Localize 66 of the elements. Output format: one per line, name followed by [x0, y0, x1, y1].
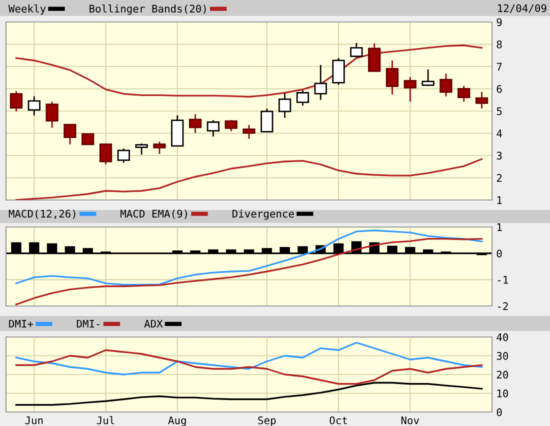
- candlestick: [350, 42, 363, 59]
- y-tick-label: 9: [496, 18, 502, 26]
- y-tick-label: 0: [496, 250, 502, 258]
- candlestick: [242, 124, 256, 140]
- legend-label: Weekly: [8, 4, 46, 15]
- y-tick-label: 30: [496, 352, 508, 360]
- candlestick: [314, 64, 327, 101]
- text: 12/04/09: [498, 4, 546, 13]
- x-tick-label: Oct: [330, 416, 347, 424]
- candlestick: [28, 96, 40, 116]
- legend-label: MACD EMA(9): [120, 210, 187, 219]
- candlestick: [135, 142, 148, 156]
- y-tick-label: 10: [497, 390, 508, 398]
- line-series: [15, 238, 483, 306]
- legend-label: ADX: [144, 320, 163, 328]
- y-tick-label: -1: [498, 276, 508, 284]
- y-tick-label: 5: [496, 107, 502, 116]
- x-tick-label: Jul: [96, 416, 114, 424]
- x-tick-label: Jun: [25, 416, 43, 424]
- y-tick-label: 0: [496, 408, 502, 416]
- candlestick: [278, 92, 292, 119]
- line-series: [15, 158, 483, 200]
- y-tick-label: 4: [496, 130, 502, 138]
- candlestick: [475, 91, 488, 110]
- y-tick-label: 20: [496, 370, 508, 379]
- candlestick: [153, 141, 166, 155]
- line-series: [15, 342, 483, 376]
- candlestick: [440, 72, 452, 98]
- y-tick-label: 6: [496, 85, 502, 93]
- candlestick: [99, 143, 112, 166]
- candlestick: [82, 133, 94, 146]
- line-series: [15, 382, 483, 406]
- candlestick: [368, 42, 381, 72]
- legend-label: DMI+: [9, 320, 34, 328]
- candlestick: [260, 108, 274, 132]
- candlestick: [188, 113, 202, 134]
- x-tick-label: Sep: [258, 416, 276, 426]
- candlestick: [458, 85, 470, 102]
- candlestick: [296, 90, 310, 106]
- candlestick: [422, 68, 434, 87]
- y-tick-label: 1: [497, 223, 502, 231]
- candlestick: [386, 60, 399, 96]
- y-tick-label: -2: [498, 302, 508, 310]
- legend-label: Divergence: [232, 210, 294, 220]
- y-tick-label: 3: [496, 152, 502, 160]
- candlestick: [404, 76, 416, 102]
- legend-label: DMI-: [76, 320, 100, 328]
- candlestick: [10, 90, 23, 112]
- candlestick: [224, 119, 238, 132]
- y-tick-label: 7: [496, 62, 502, 70]
- y-tick-label: 40: [496, 333, 508, 342]
- y-tick-label: 2: [496, 174, 502, 182]
- candlestick: [46, 100, 58, 128]
- y-tick-label: 8: [496, 40, 502, 48]
- line-series: [15, 349, 483, 385]
- candlestick: [117, 148, 130, 164]
- legend-label: Bollinger Bands(20): [90, 4, 206, 15]
- candlestick: [64, 124, 76, 146]
- line-series: [15, 230, 483, 286]
- line-series: [15, 44, 483, 98]
- x-tick-label: Nov: [401, 416, 420, 424]
- candlestick: [206, 119, 220, 138]
- candlestick: [332, 57, 345, 86]
- y-tick-label: 1: [497, 196, 502, 204]
- x-tick-label: Aug: [168, 416, 186, 426]
- legend-label: MACD(12,26): [8, 210, 76, 219]
